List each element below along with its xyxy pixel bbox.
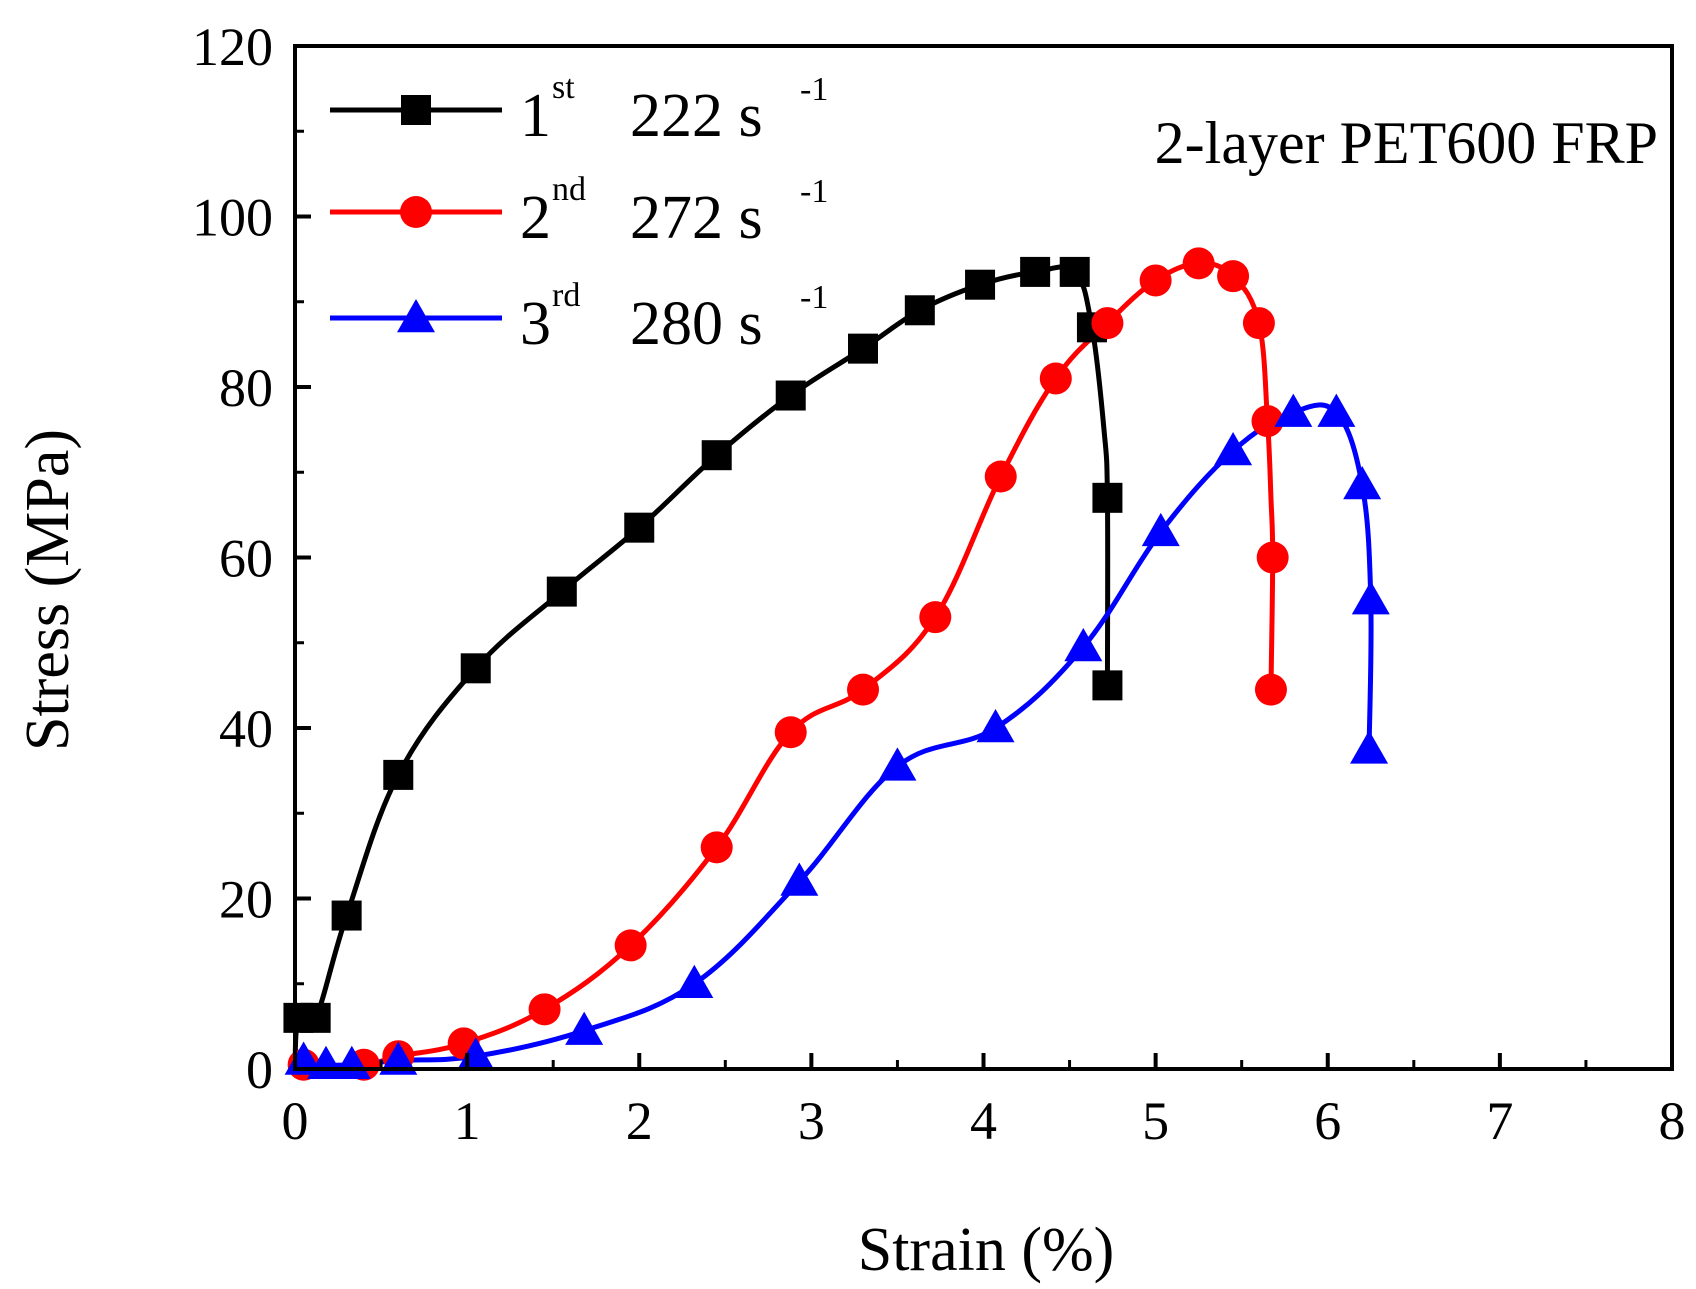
legend-rate-1: 222 s [630, 82, 763, 150]
series-3-point [1064, 628, 1103, 662]
series-3-point [1141, 512, 1180, 547]
series-1-point [1092, 670, 1123, 701]
legend-marker-1 [401, 95, 431, 125]
x-tick-label: 7 [1486, 1091, 1513, 1151]
series-1-point [965, 269, 996, 300]
series-1-point [300, 1002, 331, 1033]
series-1-point [624, 512, 655, 543]
x-axis-title: Strain (%) [858, 1216, 1115, 1284]
series-1-point [546, 576, 577, 607]
series-1-point [460, 653, 491, 684]
x-tick-label: 0 [282, 1091, 309, 1151]
x-tick-label: 2 [626, 1091, 653, 1151]
y-tick-label: 80 [219, 358, 273, 418]
series-2-point [1251, 405, 1284, 438]
legend-marker-2 [400, 196, 432, 228]
series-line-1 [292, 264, 1111, 1068]
marker-layer [283, 247, 1390, 1081]
series-2-point [774, 716, 807, 749]
series-1-point [1059, 256, 1090, 287]
series-2-point [1091, 307, 1124, 340]
series-2-point [1254, 673, 1287, 706]
y-axis-title: Stress (MPa) [14, 429, 82, 751]
series-2-point [700, 831, 733, 864]
series-3-point [780, 862, 819, 896]
series-1-point [1092, 482, 1123, 513]
series-3-point [565, 1011, 604, 1045]
legend-marker-3 [397, 299, 435, 333]
legend-rate-sup-1: -1 [800, 71, 828, 108]
series-3-point [1350, 730, 1389, 764]
series-2-point [528, 993, 561, 1026]
series-2-point [1039, 362, 1072, 395]
series-2-point [614, 929, 647, 962]
y-tick-label: 60 [219, 529, 273, 589]
y-tick-label: 0 [246, 1040, 273, 1100]
series-3-point [976, 709, 1015, 743]
chart-annotation: 2-layer PET600 FRP [1155, 110, 1658, 176]
series-2-point [1256, 541, 1289, 574]
x-tick-label: 5 [1142, 1091, 1169, 1151]
y-tick-label: 120 [192, 17, 273, 77]
legend-label-2: 2 [520, 184, 551, 252]
legend-rate-sup-3: -1 [800, 279, 828, 316]
series-2-point [1242, 307, 1275, 340]
series-2-point [1182, 247, 1215, 280]
series-line-2 [301, 260, 1276, 1068]
series-2-point [984, 460, 1017, 493]
series-2-point [1217, 260, 1250, 293]
legend-label-1: 1 [520, 82, 551, 150]
legend-label-3: 3 [520, 290, 551, 358]
series-1-point [701, 440, 732, 471]
series-2-point [919, 601, 952, 634]
x-tick-label: 8 [1659, 1091, 1686, 1151]
legend-sup-3: rd [552, 277, 580, 314]
x-tick-label: 6 [1314, 1091, 1341, 1151]
series-3-point [1351, 581, 1390, 615]
series-2-point [847, 673, 880, 706]
legend-rate-2: 272 s [630, 184, 763, 252]
y-tick-label: 40 [219, 699, 273, 759]
legend-sup-1: st [552, 69, 575, 106]
series-3-point [878, 747, 917, 781]
series-1-point [904, 295, 935, 326]
series-2-point [1139, 264, 1172, 297]
legend-rate-sup-2: -1 [800, 173, 828, 210]
legend-rate-3: 280 s [630, 290, 763, 358]
x-tick-label: 3 [798, 1091, 825, 1151]
y-tick-label: 100 [192, 188, 273, 248]
y-tick-label: 20 [219, 870, 273, 930]
series-3-point [675, 964, 714, 998]
series-3-point [379, 1041, 418, 1075]
series-1-point [331, 900, 362, 931]
series-1-point [383, 759, 414, 790]
series-1-point [1020, 256, 1051, 287]
series-3-point [1317, 393, 1356, 427]
series-3-point [1274, 393, 1313, 427]
x-tick-label: 4 [970, 1091, 997, 1151]
legend-sup-2: nd [552, 171, 586, 208]
series-3-point [1214, 431, 1253, 466]
series-1-point [775, 380, 806, 411]
series-line-3 [301, 402, 1374, 1068]
x-tick-label: 1 [454, 1091, 481, 1151]
plot-frame [293, 44, 1674, 1071]
series-3-point [1343, 466, 1382, 500]
plot-layer [292, 260, 1374, 1068]
series-1-point [848, 333, 879, 364]
